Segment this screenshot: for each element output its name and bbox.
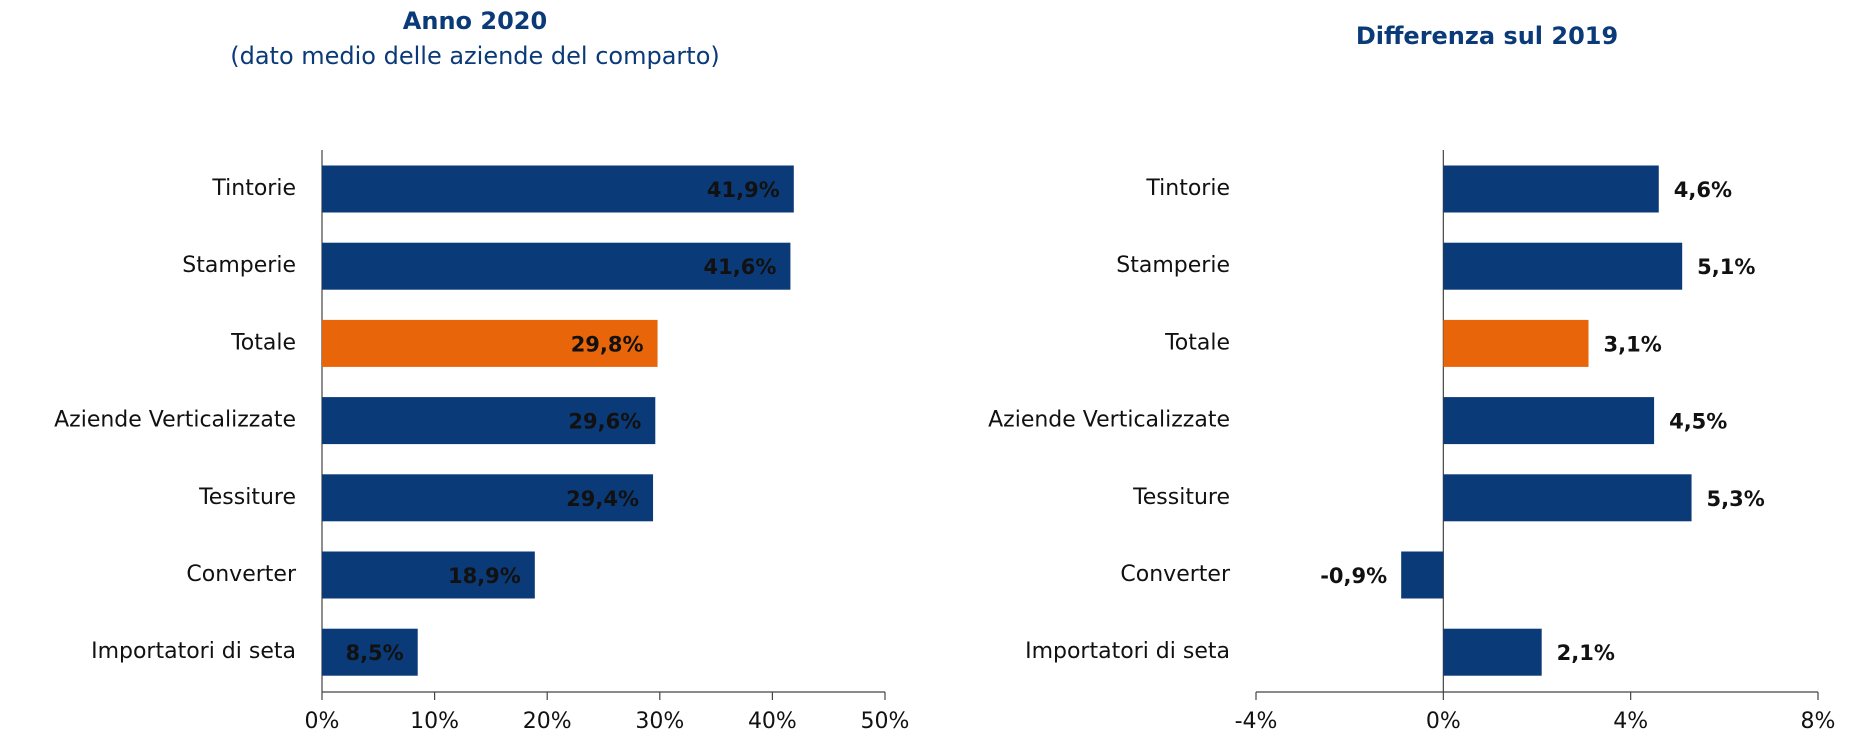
category-label: Aziende Verticalizzate	[988, 408, 1230, 433]
x-tick-label: 0%	[1426, 709, 1461, 733]
value-label: -0,9%	[1320, 564, 1387, 588]
bar	[322, 319, 658, 367]
bar	[1443, 165, 1659, 213]
bar	[322, 551, 535, 599]
value-label: 2,1%	[1557, 641, 1615, 665]
x-tick-label: 40%	[748, 709, 797, 733]
category-label: Tintorie	[211, 176, 296, 201]
value-label: 3,1%	[1604, 332, 1662, 356]
x-tick-label: 50%	[861, 709, 910, 733]
category-label: Tessiture	[1132, 485, 1230, 510]
value-label: 18,9%	[448, 564, 521, 588]
value-label: 4,6%	[1674, 178, 1732, 202]
category-label: Tessiture	[198, 485, 296, 510]
bar	[322, 397, 656, 445]
category-label: Aziende Verticalizzate	[54, 408, 296, 433]
x-tick-label: 8%	[1801, 709, 1836, 733]
chart-title: Differenza sul 2019	[1356, 22, 1618, 50]
chart-subtitle: (dato medio delle aziende del comparto)	[230, 42, 720, 70]
x-tick-label: -4%	[1235, 709, 1278, 733]
category-label: Converter	[186, 562, 297, 587]
bar	[1443, 242, 1683, 290]
category-label: Stamperie	[1116, 253, 1230, 278]
x-tick-label: 0%	[305, 709, 340, 733]
bar	[1443, 628, 1542, 676]
value-label: 41,6%	[704, 255, 777, 279]
bar	[322, 628, 418, 676]
x-tick-label: 30%	[635, 709, 684, 733]
category-label: Totale	[230, 330, 296, 355]
category-label: Converter	[1120, 562, 1231, 587]
value-label: 5,1%	[1697, 255, 1755, 279]
bar	[322, 165, 794, 213]
value-label: 29,8%	[571, 332, 644, 356]
category-label: Tintorie	[1145, 176, 1230, 201]
bar	[1443, 474, 1692, 522]
value-label: 4,5%	[1669, 410, 1727, 434]
value-label: 5,3%	[1707, 487, 1765, 511]
bar	[1401, 551, 1444, 599]
category-label: Importatori di seta	[91, 639, 296, 664]
value-label: 29,6%	[568, 410, 641, 434]
bar	[322, 474, 654, 522]
x-tick-label: 10%	[410, 709, 459, 733]
chart-title: Anno 2020	[403, 7, 547, 35]
value-label: 8,5%	[345, 641, 403, 665]
bar	[1443, 319, 1589, 367]
category-label: Totale	[1164, 330, 1230, 355]
x-tick-label: 4%	[1613, 709, 1648, 733]
category-label: Importatori di seta	[1025, 639, 1230, 664]
bar	[322, 242, 791, 290]
value-label: 41,9%	[707, 178, 780, 202]
bar	[1443, 397, 1655, 445]
category-label: Stamperie	[182, 253, 296, 278]
value-label: 29,4%	[566, 487, 639, 511]
x-tick-label: 20%	[523, 709, 572, 733]
